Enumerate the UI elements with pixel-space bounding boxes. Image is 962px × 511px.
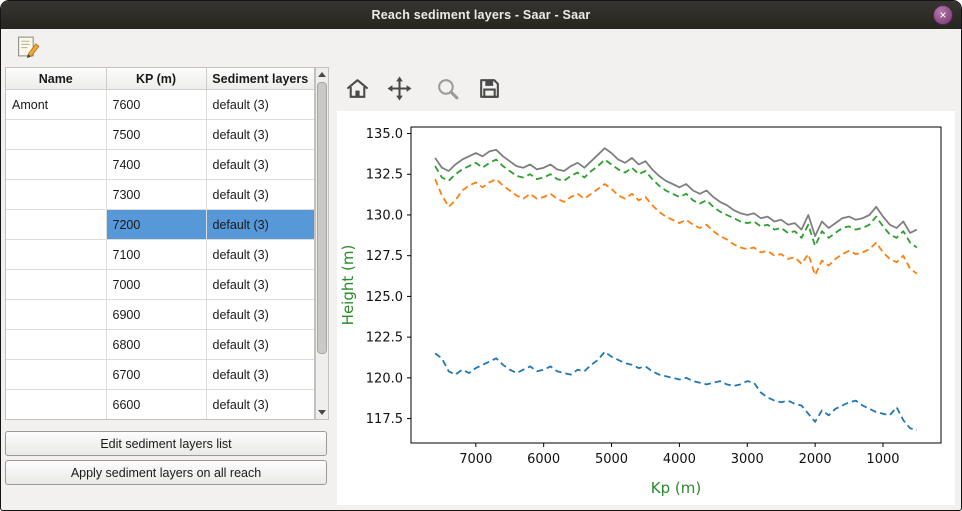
triangle-down-icon <box>318 410 326 415</box>
svg-text:132.5: 132.5 <box>366 168 403 183</box>
svg-text:1000: 1000 <box>866 452 899 467</box>
table-row[interactable]: 6800 default (3) <box>6 329 314 360</box>
titlebar[interactable]: Reach sediment layers - Saar - Saar × <box>1 1 961 29</box>
edit-sediment-layers-tool-button[interactable] <box>13 33 43 60</box>
scroll-up-arrow[interactable] <box>316 68 328 81</box>
table-cell[interactable]: 7500 <box>105 119 207 150</box>
table-cell[interactable]: 7300 <box>105 179 207 210</box>
svg-text:3000: 3000 <box>731 452 764 467</box>
home-button[interactable] <box>339 74 375 106</box>
svg-text:135.0: 135.0 <box>366 127 403 142</box>
table-cell[interactable] <box>6 149 107 180</box>
table-row[interactable]: 6700 default (3) <box>6 359 314 390</box>
table-cell[interactable]: 6700 <box>105 359 207 390</box>
close-button[interactable]: × <box>933 5 953 25</box>
svg-text:4000: 4000 <box>663 452 696 467</box>
zoom-button[interactable] <box>429 74 465 106</box>
table-cell[interactable]: default (3) <box>205 179 314 210</box>
table-cell[interactable]: default (3) <box>205 89 314 120</box>
table-cell[interactable] <box>6 389 107 419</box>
svg-text:130.0: 130.0 <box>366 208 403 223</box>
table-row[interactable]: 7000 default (3) <box>6 269 314 300</box>
edit-note-icon <box>16 36 41 62</box>
table-cell[interactable] <box>6 119 107 150</box>
triangle-up-icon <box>318 72 326 77</box>
table-cell[interactable] <box>6 179 107 210</box>
scroll-down-arrow[interactable] <box>316 406 328 419</box>
table-row[interactable]: 6900 default (3) <box>6 299 314 330</box>
table-cell[interactable]: 6600 <box>105 389 207 419</box>
column-header[interactable]: Name <box>6 68 107 90</box>
table-row[interactable]: 6600 default (3) <box>6 389 314 419</box>
table-row[interactable]: 7300 default (3) <box>6 179 314 210</box>
table-row[interactable]: Amont 7600 default (3) <box>6 89 314 120</box>
table-cell[interactable]: default (3) <box>205 329 314 360</box>
table-cell[interactable]: default (3) <box>205 299 314 330</box>
table-scrollbar[interactable] <box>315 67 329 420</box>
table-cell[interactable]: 6800 <box>105 329 207 360</box>
scrollbar-thumb[interactable] <box>317 82 327 354</box>
sediment-layers-table: Name KP (m) Sediment layers Amont 7600 defau… <box>5 67 315 420</box>
table-cell[interactable]: 7200 <box>105 209 207 240</box>
table-cell[interactable]: default (3) <box>205 359 314 390</box>
table-cell[interactable]: default (3) <box>205 209 314 240</box>
svg-text:5000: 5000 <box>595 452 628 467</box>
table-cell[interactable]: 7100 <box>105 239 207 270</box>
plot-toolbar <box>339 73 507 107</box>
svg-text:120.0: 120.0 <box>366 371 403 386</box>
table-cell[interactable]: 7000 <box>105 269 207 300</box>
table-cell[interactable]: default (3) <box>205 119 314 150</box>
table-cell[interactable]: 6900 <box>105 299 207 330</box>
table-cell[interactable]: default (3) <box>205 389 314 419</box>
close-icon: × <box>939 8 947 22</box>
table-cell[interactable] <box>6 329 107 360</box>
table-row[interactable]: 7200 default (3) <box>6 209 314 240</box>
table-cell[interactable] <box>6 239 107 270</box>
table-cell[interactable]: default (3) <box>205 239 314 270</box>
home-icon <box>345 76 370 104</box>
table-cell[interactable] <box>6 359 107 390</box>
pan-move-icon <box>387 76 412 104</box>
svg-text:125.0: 125.0 <box>366 290 403 305</box>
sediment-profile-chart[interactable]: 7000 6000 5000 4000 3000 2000 1000 117.5 120.0 12… <box>337 111 955 505</box>
table-cell[interactable]: default (3) <box>205 269 314 300</box>
svg-text:127.5: 127.5 <box>366 249 403 264</box>
svg-text:7000: 7000 <box>459 452 492 467</box>
column-header[interactable]: KP (m) <box>105 68 207 90</box>
svg-text:6000: 6000 <box>527 452 560 467</box>
svg-text:Kp (m): Kp (m) <box>651 479 701 497</box>
table-cell[interactable]: Amont <box>6 89 107 120</box>
svg-text:122.5: 122.5 <box>366 331 403 346</box>
column-header[interactable]: Sediment layers <box>205 68 314 90</box>
table-header-row: Name KP (m) Sediment layers <box>6 68 314 90</box>
table-cell[interactable]: 7400 <box>105 149 207 180</box>
edit-sediment-layers-list-button[interactable]: Edit sediment layers list <box>5 431 327 456</box>
save-floppy-icon <box>477 76 502 104</box>
pan-button[interactable] <box>381 74 417 106</box>
window-title: Reach sediment layers - Saar - Saar <box>371 8 591 22</box>
svg-text:Height (m): Height (m) <box>339 245 357 326</box>
figure-canvas: 7000 6000 5000 4000 3000 2000 1000 117.5 120.0 12… <box>337 111 955 505</box>
table-row[interactable]: 7500 default (3) <box>6 119 314 150</box>
table-cell[interactable] <box>6 299 107 330</box>
zoom-magnifier-icon <box>435 76 460 104</box>
table-body: Amont 7600 default (3) 7500 default (3) 7400 d… <box>6 89 314 419</box>
save-button[interactable] <box>471 74 507 106</box>
table-row[interactable]: 7100 default (3) <box>6 239 314 270</box>
table-cell[interactable]: default (3) <box>205 149 314 180</box>
table-cell[interactable] <box>6 209 107 240</box>
svg-text:117.5: 117.5 <box>366 412 403 427</box>
table-row[interactable]: 7400 default (3) <box>6 149 314 180</box>
apply-sediment-layers-button[interactable]: Apply sediment layers on all reach <box>5 460 327 485</box>
svg-text:2000: 2000 <box>799 452 832 467</box>
table-cell[interactable] <box>6 269 107 300</box>
table-cell[interactable]: 7600 <box>105 89 207 120</box>
